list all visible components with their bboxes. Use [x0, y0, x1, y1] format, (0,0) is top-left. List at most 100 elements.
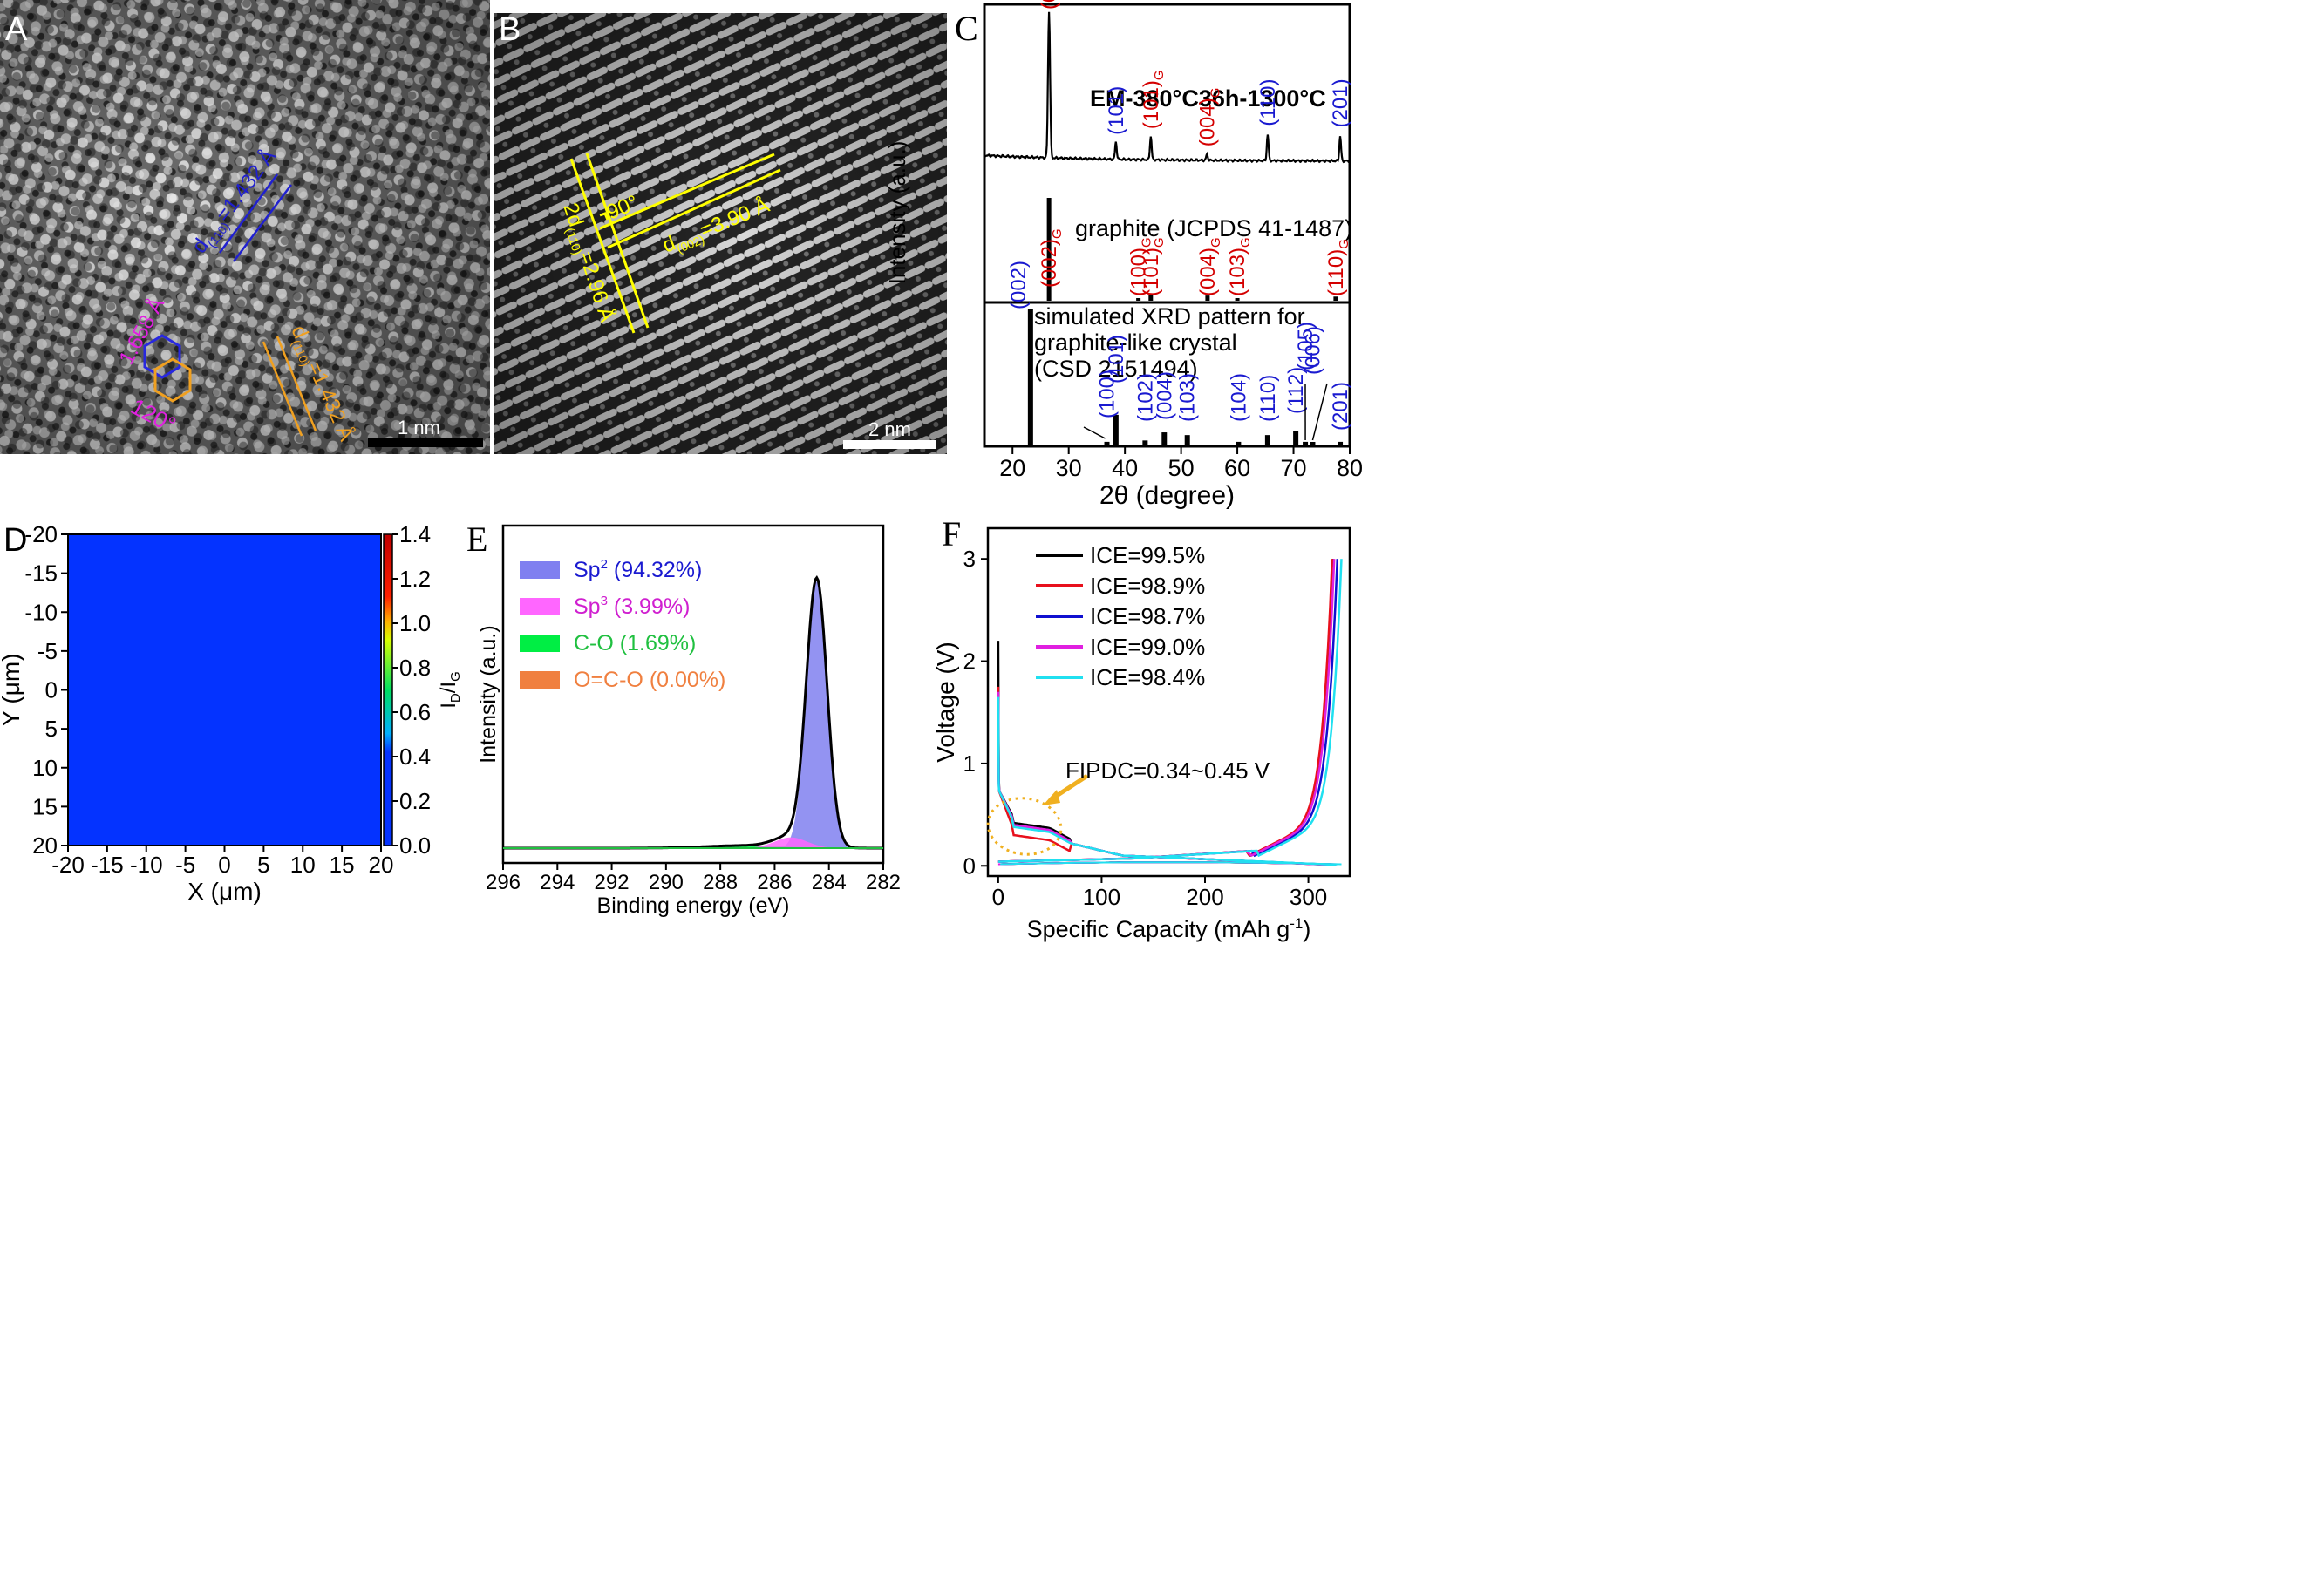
peak-label-text: (004) [1195, 98, 1219, 146]
simulated-stick [1113, 414, 1119, 445]
x-axis-title: Specific Capacity (mAh g-1) [1027, 915, 1311, 942]
peak-label-text: (101) [1105, 86, 1128, 135]
x-axis-title: 2θ (degree) [1099, 481, 1235, 510]
simulated-peak-label: (112) [1284, 367, 1308, 414]
scale-bar-b-label: 2 nm [868, 418, 911, 440]
xrd-pattern-line [984, 11, 1351, 164]
scale-bar-a [368, 438, 483, 447]
graphite-peak-label: (101)G [1140, 237, 1167, 296]
d110-line-yellow-2 [585, 153, 650, 329]
legend-label-main: Sp [574, 558, 601, 582]
graphite-peak-label-text: (100) [1127, 248, 1151, 296]
colorbar-tick-label: 0.6 [399, 699, 431, 725]
graphite-ref-label: graphite (JCPDS 41-1487) [1075, 215, 1352, 241]
graphite-peak-label-sub: G [1152, 237, 1167, 248]
right-angle-mark [599, 212, 609, 221]
graphite-peak-label-sub: G [1337, 239, 1351, 249]
x-tick-label: 200 [1186, 884, 1223, 910]
legend-label: O=C-O (0.00%) [574, 668, 725, 692]
peak-label-text: (201) [1329, 78, 1352, 127]
panel-e-xps-chart: E 296 294 292 290 288 286 284 282 Binding energy… [466, 520, 901, 918]
y-tick-label: -15 [24, 560, 58, 587]
x-tick-label: 0 [992, 884, 1004, 910]
colorbar-tick-label: 0.8 [399, 655, 431, 681]
peak-label: (101)G [1140, 70, 1167, 129]
legend-label: ICE=98.4% [1090, 664, 1205, 690]
tem-image-a-shade [0, 0, 490, 454]
peak-label: (101) [1105, 86, 1128, 135]
panel-c-xrd-chart: C 20 30 40 50 60 70 80 2θ (degree) Intensity (a.… [884, 0, 1363, 510]
simulated-pattern-label: graphite-like crystal [1034, 329, 1237, 356]
tem-image-b-shade [494, 13, 947, 454]
graphite-peak-label-text: (004) [1196, 248, 1220, 296]
y-tick-label: -20 [24, 521, 58, 547]
simulated-peak-label: (201) [1329, 382, 1352, 431]
graphite-ref-stick [1148, 294, 1154, 301]
colorbar-tick-label: 0.0 [399, 832, 431, 859]
colorbar-label-part: G [448, 671, 463, 682]
xps-plot-frame [501, 524, 885, 865]
x-tick-label: 20 [369, 852, 394, 878]
xps-component-area [503, 837, 883, 848]
simulated-stick [1142, 440, 1148, 445]
legend-label-rest: (3.99%) [608, 594, 690, 619]
simulated-peak-label: (101) [1105, 335, 1128, 384]
simulated-peak-label: (004) [1153, 371, 1176, 420]
panel-letter-e: E [466, 520, 487, 559]
panel-letter-f: F [942, 514, 961, 554]
x-tick-label: -15 [91, 852, 124, 878]
legend-label-main: Sp [574, 594, 601, 619]
graphite-ref-stick [1235, 298, 1240, 301]
graphite-ref-stick [1046, 198, 1052, 301]
x-tick-label: 10 [290, 852, 316, 878]
simulated-pattern-label: simulated XRD pattern for [1034, 303, 1305, 329]
colorbar-label-part: /I [437, 682, 460, 693]
simulated-peak-label: (105) [1294, 322, 1317, 370]
x-tick-label: 296 [486, 871, 521, 894]
x-tick-label: 40 [1112, 455, 1138, 481]
hexagon-blue [143, 334, 181, 379]
y-tick-label: 10 [32, 755, 58, 781]
d110-line-blue-1 [218, 173, 279, 254]
legend-label: Sp2 (94.32%) [574, 557, 702, 582]
x-tick-label: 70 [1281, 455, 1307, 481]
y-axis-title: Voltage (V) [932, 642, 959, 763]
x-tick-label: 100 [1083, 884, 1120, 910]
x-tick-label: 282 [866, 871, 901, 894]
simulated-stick [1161, 432, 1168, 445]
legend-label: Sp3 (3.99%) [574, 594, 690, 619]
x-axis-title: X (μm) [187, 878, 262, 905]
x-tick-label: 300 [1290, 884, 1327, 910]
simulated-peak-label: (104) [1227, 373, 1250, 422]
hexagon-orange [153, 357, 192, 403]
xps-component-area [503, 581, 883, 848]
d110-line-yellow-1 [569, 158, 636, 334]
x-tick-label: 20 [999, 455, 1025, 481]
x-tick-label: 80 [1337, 455, 1363, 481]
graphite-peak-label-sub: G [1050, 228, 1065, 239]
y-tick-label: 20 [32, 832, 58, 859]
panel-letter-b: B [499, 11, 521, 48]
legend-swatch [520, 561, 560, 579]
colorbar-tick-label: 1.4 [399, 521, 431, 547]
y-tick-label: 15 [32, 793, 58, 819]
x-axis-title: Binding energy (eV) [597, 893, 790, 918]
panel-letter-c: C [955, 9, 978, 48]
legend-label: C-O (1.69%) [574, 631, 696, 655]
colorbar [384, 534, 392, 846]
y-axis-title: Y (μm) [0, 653, 24, 726]
x-tick-label: 30 [1056, 455, 1082, 481]
simulated-peak-label: (002) [1007, 261, 1031, 309]
x-tick-label: 60 [1224, 455, 1250, 481]
x-axis-title-part: -1 [1290, 915, 1303, 932]
legend-swatch [520, 671, 560, 689]
colorbar-tick-label: 0.2 [399, 788, 431, 814]
colorbar-frame [383, 533, 393, 846]
xrd-plot-frame [983, 3, 1351, 448]
colorbar-tick-label: 1.0 [399, 610, 431, 636]
peak-arrow [1311, 383, 1328, 441]
heatmap-area [68, 534, 381, 846]
colorbar-tick-label: 0.4 [399, 744, 431, 770]
d110-line-orange-1 [262, 341, 303, 437]
graphite-peak-label-text: (101) [1140, 248, 1163, 296]
